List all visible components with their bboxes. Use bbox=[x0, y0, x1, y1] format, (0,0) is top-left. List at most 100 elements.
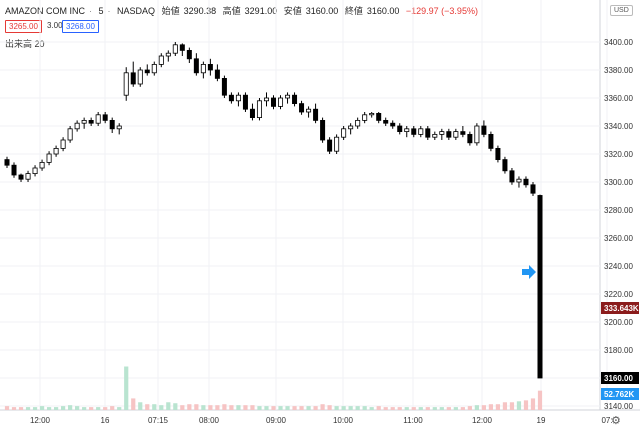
candle-body bbox=[432, 133, 438, 138]
price-tick-label: 3200.00 bbox=[604, 318, 633, 327]
candle-body bbox=[467, 133, 473, 144]
volume-bar bbox=[229, 405, 234, 410]
candle-body bbox=[292, 94, 298, 104]
time-axis: 12:00 16 07:15 08:00 09:00 10:00 11:00 12:00 19 0… bbox=[30, 416, 613, 425]
arrow-right-shape bbox=[522, 265, 536, 279]
volume-value-badge-bg bbox=[601, 302, 639, 314]
candle-body bbox=[165, 52, 171, 57]
volume-bar bbox=[264, 406, 269, 410]
time-tick-label: 09:00 bbox=[266, 416, 287, 425]
spread-value: 3.00 bbox=[47, 21, 63, 30]
high-label: 高値 bbox=[222, 6, 241, 16]
volume-ma-badge-bg bbox=[601, 388, 639, 400]
volume-bar bbox=[152, 404, 157, 410]
candle-body bbox=[151, 64, 157, 74]
volume-bar bbox=[18, 407, 24, 410]
candle-body bbox=[327, 139, 333, 152]
candle-body bbox=[32, 167, 38, 174]
candle-body bbox=[242, 94, 248, 110]
volume-bar bbox=[306, 406, 311, 410]
volume-bar bbox=[53, 407, 59, 410]
symbol-name[interactable]: AMAZON COM INC bbox=[5, 6, 85, 16]
volume-bar bbox=[250, 405, 255, 410]
candle-body bbox=[334, 136, 340, 152]
volume-bar bbox=[313, 406, 318, 410]
candlesticks bbox=[4, 42, 543, 379]
time-tick-label: 12:00 bbox=[472, 416, 493, 425]
volume-bar bbox=[173, 403, 178, 410]
price-tick-label: 3360.00 bbox=[604, 94, 633, 103]
volume-bar bbox=[481, 405, 486, 410]
volume-bar bbox=[453, 407, 458, 410]
time-tick-label: 11:00 bbox=[403, 416, 423, 425]
volume-bar bbox=[467, 406, 472, 410]
candle-body bbox=[425, 128, 431, 138]
price-tick-label: 3140.00 bbox=[604, 402, 633, 411]
candle-body bbox=[109, 120, 115, 130]
volume-bar bbox=[495, 404, 501, 410]
chart-header: AMAZON COM INC · 5 · NASDAQ 始値 3290.38 高値 32… bbox=[5, 6, 478, 16]
candle-body bbox=[214, 69, 220, 79]
candle-body bbox=[39, 161, 45, 169]
gear-icon[interactable]: ⚙ bbox=[611, 415, 621, 427]
time-tick-label: 12:00 bbox=[30, 416, 51, 425]
bid-price-box[interactable]: 3265.00 bbox=[5, 20, 42, 33]
time-tick-label: 07: bbox=[601, 416, 612, 425]
exchange: NASDAQ bbox=[117, 6, 156, 16]
volume-bar bbox=[145, 404, 150, 410]
volume-bar bbox=[516, 401, 522, 410]
interval[interactable]: 5 bbox=[98, 6, 104, 16]
volume-value-badge: 333.643K bbox=[601, 302, 639, 314]
open-value: 3290.38 bbox=[183, 6, 217, 16]
candle-body bbox=[207, 64, 213, 71]
volume-label-text: 出来高 bbox=[5, 39, 33, 49]
volume-bar bbox=[75, 406, 80, 410]
volume-bar bbox=[418, 407, 423, 410]
candle-body bbox=[446, 131, 452, 138]
candle-body bbox=[383, 120, 389, 124]
candle-body bbox=[313, 108, 319, 121]
volume-bar bbox=[11, 407, 17, 410]
high-value: 3291.00 bbox=[244, 6, 278, 16]
volume-bar bbox=[362, 406, 367, 410]
candle-body bbox=[397, 125, 403, 132]
candle-body bbox=[439, 131, 445, 135]
candle-body bbox=[74, 122, 80, 130]
volume-bar bbox=[257, 406, 262, 410]
volume-bar bbox=[187, 404, 192, 410]
candle-body bbox=[263, 97, 269, 102]
price-tick-label: 3180.00 bbox=[604, 346, 633, 355]
candle-body bbox=[481, 125, 487, 135]
candle-body bbox=[376, 113, 382, 121]
volume-bar bbox=[236, 405, 241, 410]
volume-bar bbox=[397, 407, 402, 410]
volume-bar bbox=[320, 404, 325, 410]
price-tick-label: 3380.00 bbox=[604, 66, 633, 75]
candle-body bbox=[530, 184, 536, 194]
low-value: 3160.00 bbox=[305, 6, 339, 16]
volume-value-badge-text: 333.643K bbox=[604, 304, 639, 313]
candle-body bbox=[516, 178, 522, 183]
candle-body bbox=[46, 153, 52, 163]
time-tick-label: 07:15 bbox=[148, 416, 169, 425]
candle-body bbox=[102, 114, 108, 121]
candle-body bbox=[537, 195, 543, 379]
candle-body bbox=[495, 147, 501, 160]
last-price-badge: 3160.00 bbox=[601, 372, 639, 384]
volume-bar bbox=[271, 406, 276, 410]
change-value: −129.97 (−3.95%) bbox=[405, 6, 478, 16]
candle-body bbox=[25, 173, 31, 180]
currency-button[interactable]: USD bbox=[610, 5, 633, 16]
volume-ma-badge: 52.762K bbox=[601, 388, 639, 400]
candle-body bbox=[158, 55, 164, 65]
candle-body bbox=[137, 69, 143, 85]
volume-bar bbox=[376, 406, 381, 410]
low-label: 安値 bbox=[283, 6, 302, 16]
last-price-badge-bg bbox=[601, 372, 639, 384]
volume-bar bbox=[278, 406, 283, 410]
candle-body bbox=[186, 50, 192, 60]
volume-bar bbox=[537, 390, 543, 410]
candle-body bbox=[228, 94, 234, 102]
ask-price-box[interactable]: 3268.00 bbox=[62, 20, 99, 33]
